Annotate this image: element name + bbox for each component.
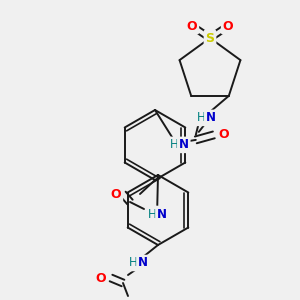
- Text: S: S: [206, 32, 214, 44]
- Text: O: O: [111, 188, 121, 200]
- Text: O: O: [218, 128, 229, 141]
- Text: H: H: [148, 208, 156, 220]
- Text: N: N: [206, 111, 216, 124]
- Text: O: O: [223, 20, 233, 32]
- Text: H: H: [196, 111, 205, 124]
- Text: N: N: [138, 256, 148, 269]
- Text: O: O: [187, 20, 197, 32]
- Text: H: H: [129, 256, 137, 269]
- Text: O: O: [96, 272, 106, 284]
- Text: H: H: [169, 138, 178, 152]
- Text: N: N: [157, 208, 167, 220]
- Text: N: N: [179, 138, 189, 152]
